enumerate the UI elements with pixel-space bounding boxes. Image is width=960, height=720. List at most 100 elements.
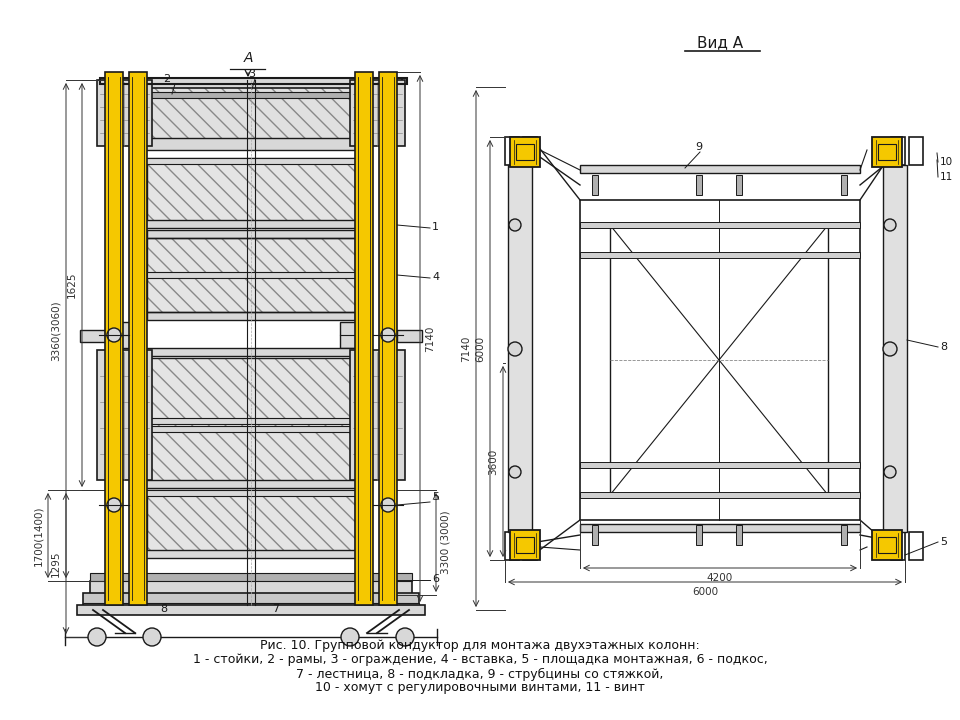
Bar [141,490,361,496]
Circle shape [107,328,121,342]
Bar [523,137,537,165]
Bar [97,350,152,480]
Bar [90,573,412,581]
Circle shape [106,186,122,202]
Bar [397,330,422,342]
Bar [580,462,860,468]
Text: А: А [243,51,252,65]
Bar [878,144,896,160]
Bar [147,422,355,482]
Text: 2: 2 [163,74,170,84]
Text: 1700(1400): 1700(1400) [33,505,43,566]
Text: 8: 8 [160,604,167,614]
Circle shape [884,466,896,478]
Bar [580,492,860,498]
Bar [872,137,902,167]
Text: 5: 5 [940,537,947,547]
Bar [350,350,405,480]
Bar [350,80,405,146]
Text: 11: 11 [940,172,953,182]
Text: 6: 6 [432,574,439,584]
Circle shape [143,628,161,646]
Bar [97,80,152,146]
Bar [147,158,355,222]
Text: 1: 1 [432,222,439,232]
Text: 10: 10 [940,157,953,167]
Bar [147,422,355,482]
Circle shape [396,628,414,646]
Bar [909,532,923,560]
Circle shape [508,342,522,356]
Bar [909,137,923,165]
Circle shape [380,186,396,202]
Text: 7: 7 [272,604,279,614]
Bar [891,532,905,560]
Text: Вид А: Вид А [697,35,743,50]
Bar [139,138,363,150]
Bar [355,72,373,605]
Bar [147,490,355,552]
Circle shape [381,328,395,342]
Circle shape [884,219,896,231]
Circle shape [381,498,395,512]
Bar [872,530,902,560]
Bar [510,530,540,560]
Bar [580,252,860,258]
Bar [736,525,742,545]
Text: 3600: 3600 [488,449,498,475]
Circle shape [107,498,121,512]
Bar [592,525,598,545]
Bar [147,490,355,552]
Bar [878,537,896,553]
Bar [505,137,519,165]
Bar [147,272,355,278]
Text: 3360(3060): 3360(3060) [51,300,61,361]
Bar [147,158,355,222]
Bar [841,175,847,195]
Bar [147,605,355,613]
Bar [379,72,397,605]
Bar [141,348,361,356]
Text: 8: 8 [940,342,948,352]
Bar [505,532,519,560]
Bar [147,238,355,312]
Bar [105,72,123,605]
Bar [340,322,364,348]
Text: 1625: 1625 [67,271,77,298]
Text: 9: 9 [695,142,702,152]
Bar [147,238,355,312]
Text: 4200: 4200 [707,573,733,583]
Bar [100,92,402,98]
Bar [141,158,361,164]
Text: 4: 4 [432,272,439,282]
Bar [83,603,419,607]
Circle shape [88,628,106,646]
Bar [883,165,907,532]
Bar [523,532,537,560]
Bar [516,537,534,553]
Bar [736,175,742,195]
Bar [516,144,534,160]
Bar [77,605,425,615]
Bar [610,225,828,495]
Circle shape [883,342,897,356]
Bar [147,312,355,320]
Text: 6000: 6000 [692,587,718,597]
Text: 1295: 1295 [51,550,61,577]
Text: 3: 3 [248,69,255,79]
Bar [508,165,532,532]
Bar [141,480,361,488]
Bar [510,137,540,167]
Bar [83,593,419,605]
Bar [147,358,355,430]
Bar [580,222,860,228]
Bar [90,581,412,595]
Text: 5: 5 [432,492,439,502]
Circle shape [509,219,521,231]
Bar [141,220,361,228]
Bar [141,426,361,432]
Text: 7140: 7140 [461,336,471,362]
Text: 7 - лестница, 8 - подкладка, 9 - струбцины со стяжкой,: 7 - лестница, 8 - подкладка, 9 - струбци… [297,667,663,680]
Bar [147,230,355,238]
Text: 6000: 6000 [475,336,485,362]
